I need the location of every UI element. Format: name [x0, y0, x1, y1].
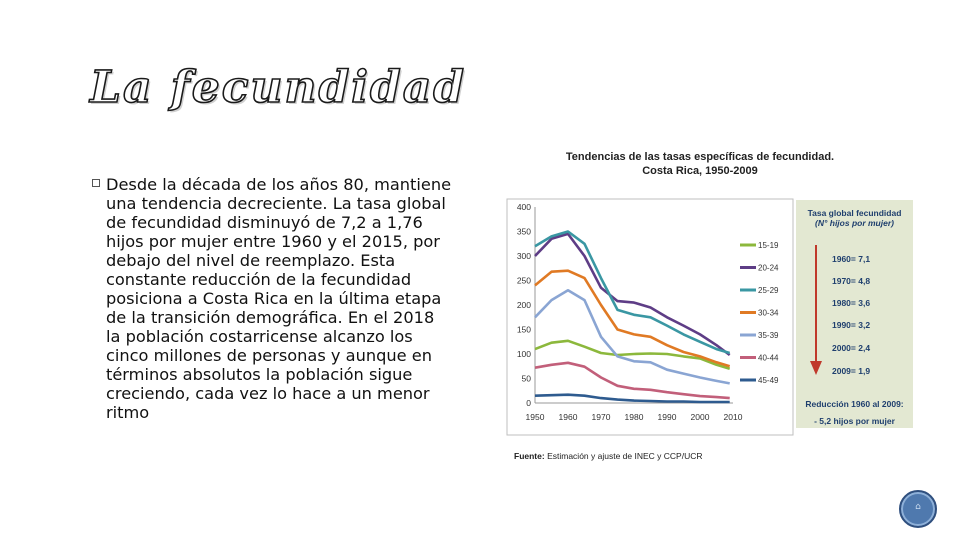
y-tick-label: 300 — [517, 251, 531, 261]
tgf-panel-title: Tasa global fecundidad — [807, 208, 902, 218]
series-line-35-39 — [534, 289, 730, 385]
series-line-40-44 — [534, 361, 730, 400]
legend-label: 20-24 — [758, 264, 779, 273]
slide-title: La fecundidad — [89, 61, 466, 114]
x-tick-label: 1960 — [559, 412, 578, 422]
reduction-value: - 5,2 hijos por mujer — [814, 416, 895, 426]
x-tick-label: 1980 — [625, 412, 644, 422]
y-tick-label: 200 — [517, 300, 531, 310]
legend-label: 45-49 — [758, 376, 779, 385]
legend-label: 15-19 — [758, 241, 779, 250]
y-tick-label: 400 — [517, 202, 531, 212]
line-chart: 0 50 100 150 200 250 300 350 400 1950 1960 1970 1980… — [506, 198, 794, 436]
tgf-item: 2009= 1,9 — [832, 366, 871, 376]
source-label: Fuente: — [514, 451, 545, 461]
x-tick-label: 1990 — [658, 412, 677, 422]
tgf-panel-subtitle: (N° hijos por mujer) — [815, 218, 894, 228]
legend-label: 40-44 — [758, 354, 779, 363]
series-line-25-29 — [534, 230, 731, 355]
home-icon: ⌂ — [915, 502, 921, 512]
tgf-item: 1980= 3,6 — [832, 298, 871, 308]
series-line-20-24 — [534, 232, 731, 357]
body-paragraph: Desde la década de los años 80, mantiene… — [106, 175, 452, 422]
series-line-30-34 — [534, 269, 731, 368]
y-tick-label: 150 — [517, 325, 531, 335]
tgf-side-panel: Tasa global fecundidad (N° hijos por muj… — [796, 200, 913, 428]
x-tick-label: 1950 — [526, 412, 545, 422]
tgf-item: 2000= 2,4 — [832, 343, 871, 353]
chart-title: Tendencias de las tasas específicas de f… — [520, 150, 880, 178]
legend-label: 35-39 — [758, 331, 779, 340]
series-line-15-19 — [534, 339, 731, 370]
source-note: Fuente: Estimación y ajuste de INEC y CC… — [514, 451, 703, 461]
y-tick-label: 250 — [517, 276, 531, 286]
y-tick-label: 0 — [526, 398, 531, 408]
downward-arrow-icon — [810, 245, 822, 375]
slide-nav-button[interactable]: ⌂ — [899, 490, 937, 528]
x-tick-label: 1970 — [592, 412, 611, 422]
y-tick-label: 350 — [517, 227, 531, 237]
bullet-square-icon — [92, 179, 100, 187]
source-text: Estimación y ajuste de INEC y CCP/UCR — [547, 451, 703, 461]
x-tick-label: 2000 — [691, 412, 710, 422]
chart-title-line2: Costa Rica, 1950-2009 — [642, 165, 758, 177]
body-bullet: Desde la década de los años 80, mantiene… — [92, 175, 452, 422]
reduction-title: Reducción 1960 al 2009: — [805, 399, 904, 409]
x-tick-label: 2010 — [724, 412, 743, 422]
tgf-item: 1990= 3,2 — [832, 320, 871, 330]
y-tick-label: 50 — [522, 374, 532, 384]
legend-label: 25-29 — [758, 286, 779, 295]
series-line-45-49 — [534, 393, 730, 404]
tgf-item: 1970= 4,8 — [832, 276, 871, 286]
tgf-item: 1960= 7,1 — [832, 254, 871, 264]
chart-title-line1: Tendencias de las tasas específicas de f… — [565, 151, 835, 163]
y-tick-label: 100 — [517, 349, 531, 359]
legend-label: 30-34 — [758, 309, 779, 318]
